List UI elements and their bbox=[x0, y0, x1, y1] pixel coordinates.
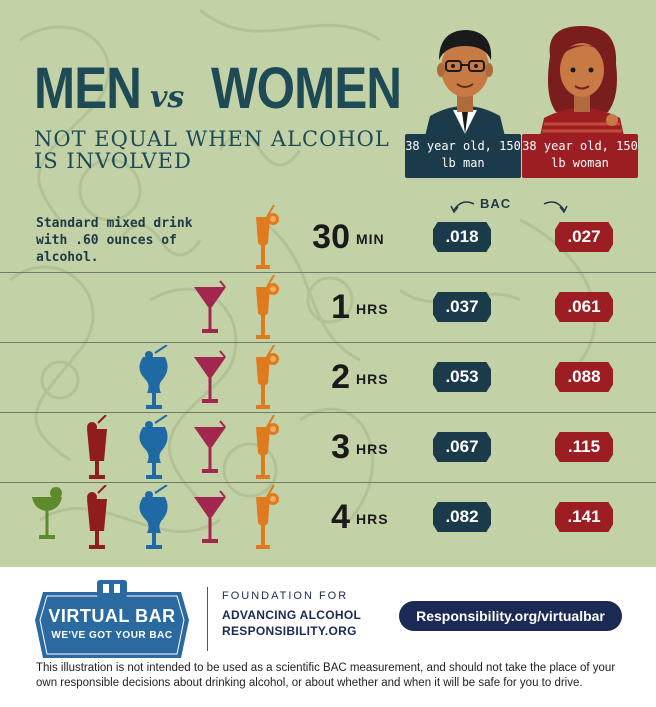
man-label: 38 year old, 150 lb man bbox=[405, 134, 521, 178]
man-bac-value: .053 bbox=[433, 362, 491, 392]
woman-bac-value: .141 bbox=[555, 502, 613, 532]
cocktail-drink-icon bbox=[250, 484, 280, 557]
time-row-2hrs: 2 HRS .053 .088 bbox=[0, 343, 656, 413]
org-name-line2: ADVANCING ALCOHOL bbox=[222, 608, 362, 622]
time-value: 1 bbox=[331, 288, 350, 326]
man-bac-value: .037 bbox=[433, 292, 491, 322]
bac-header: BAC bbox=[480, 196, 512, 211]
woman-bac-value: .027 bbox=[555, 222, 613, 252]
martini-drink-icon bbox=[192, 415, 228, 481]
org-name-line3: RESPONSIBILITY.ORG bbox=[222, 624, 357, 638]
time-unit: HRS bbox=[356, 441, 389, 457]
man-bac-value: .018 bbox=[433, 222, 491, 252]
hurricane-drink-icon bbox=[137, 414, 171, 487]
time-row-3hrs: 3 HRS .067 .115 bbox=[0, 413, 656, 483]
hurricane-drink-icon bbox=[137, 344, 171, 417]
time-row-30min: Standard mixed drink with .60 ounces of … bbox=[0, 203, 656, 273]
time-unit: HRS bbox=[356, 301, 389, 317]
time-value: 30 bbox=[312, 218, 350, 256]
highball-drink-icon bbox=[82, 414, 112, 487]
cocktail-drink-icon bbox=[250, 274, 280, 347]
woman-bac-value: .088 bbox=[555, 362, 613, 392]
time-value: 3 bbox=[331, 428, 350, 466]
row-divider bbox=[0, 342, 656, 343]
subtitle: NOT EQUAL WHEN ALCOHOL IS INVOLVED bbox=[34, 127, 390, 173]
row-divider bbox=[0, 412, 656, 413]
highball-drink-icon bbox=[82, 484, 112, 557]
time-value: 2 bbox=[331, 358, 350, 396]
martini-drink-icon bbox=[192, 275, 228, 341]
curved-arrow-left-icon bbox=[450, 201, 475, 214]
footer: VIRTUAL BAR WE'VE GOT YOUR BAC FOUNDATIO… bbox=[0, 567, 656, 707]
infographic: MEN vs WOMEN NOT EQUAL WHEN ALCOHOL IS I… bbox=[0, 0, 656, 567]
hurricane-drink-icon bbox=[137, 484, 171, 557]
margarita-drink-icon bbox=[30, 485, 64, 549]
woman-label: 38 year old, 150 lb woman bbox=[522, 134, 638, 178]
man-bac-value: .082 bbox=[433, 502, 491, 532]
url-link[interactable]: Responsibility.org/virtualbar bbox=[399, 601, 622, 631]
drink-description: Standard mixed drink with .60 ounces of … bbox=[36, 216, 193, 265]
row-divider bbox=[0, 482, 656, 483]
time-row-4hrs: 4 HRS .082 .141 bbox=[0, 483, 636, 553]
virtual-bar-tagline: WE'VE GOT YOUR BAC bbox=[51, 630, 173, 641]
footer-divider bbox=[207, 587, 208, 651]
woman-avatar-icon bbox=[540, 26, 624, 136]
cocktail-drink-icon bbox=[250, 414, 280, 487]
time-value: 4 bbox=[331, 498, 350, 536]
org-name-line1: FOUNDATION FOR bbox=[222, 590, 349, 602]
time-row-1hr: 1 HRS .037 .061 bbox=[0, 273, 656, 343]
virtual-bar-badge-logo bbox=[35, 580, 189, 658]
martini-drink-icon bbox=[192, 485, 228, 551]
man-bac-value: .067 bbox=[433, 432, 491, 462]
title-men: MEN bbox=[34, 56, 142, 121]
title-women: WOMEN bbox=[211, 56, 402, 121]
time-unit: MIN bbox=[356, 231, 385, 247]
woman-bac-value: .061 bbox=[555, 292, 613, 322]
cocktail-drink-icon bbox=[250, 204, 280, 277]
virtual-bar-title: VIRTUAL BAR bbox=[48, 606, 176, 626]
martini-drink-icon bbox=[192, 345, 228, 411]
time-unit: HRS bbox=[356, 371, 389, 387]
title-vs: vs bbox=[150, 80, 185, 115]
man-avatar-icon bbox=[425, 30, 505, 136]
curved-arrow-right-icon bbox=[543, 201, 568, 214]
disclaimer-text: This illustration is not intended to be … bbox=[36, 662, 616, 689]
woman-bac-value: .115 bbox=[555, 432, 613, 462]
cocktail-drink-icon bbox=[250, 344, 280, 417]
row-divider bbox=[0, 272, 656, 273]
time-unit: HRS bbox=[356, 511, 389, 527]
